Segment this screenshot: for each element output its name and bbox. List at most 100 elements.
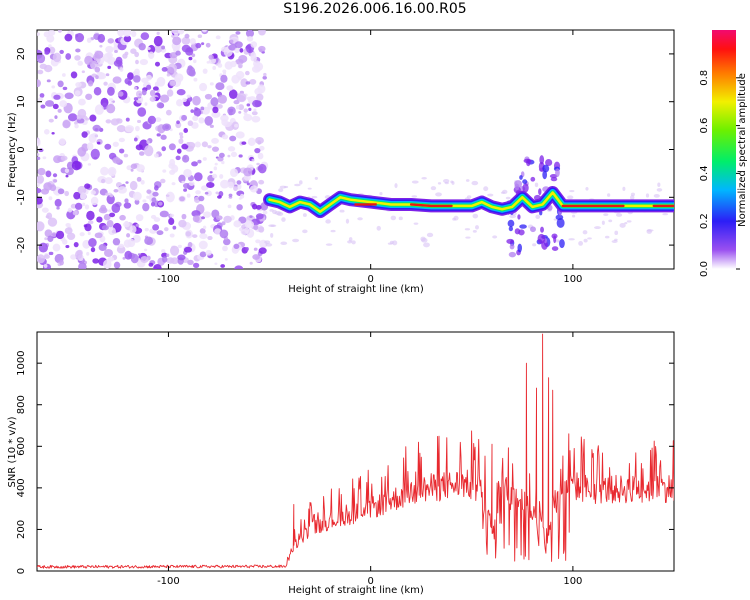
spectrogram-noise-blob bbox=[52, 103, 59, 110]
spectrogram-noise-blob bbox=[65, 222, 71, 228]
spectrogram-noise-blob bbox=[90, 190, 96, 195]
spectrogram-noise-blob bbox=[251, 111, 258, 116]
spectrogram-xtick-label: 100 bbox=[563, 274, 582, 285]
spectrogram-noise-blob bbox=[158, 153, 162, 157]
spectrogram-noise-blob bbox=[138, 43, 146, 51]
spectrogram-scatter bbox=[437, 182, 442, 185]
spectrogram-noise-blob bbox=[250, 52, 257, 59]
spectrogram-noise-blob bbox=[134, 199, 140, 205]
spectrogram-noise-blob bbox=[240, 229, 249, 235]
spectrogram-disturbance bbox=[517, 243, 523, 253]
spectrogram-noise-blob bbox=[257, 152, 264, 160]
spectrogram-noise-blob bbox=[37, 156, 41, 161]
spectrogram-disturbance bbox=[514, 228, 521, 235]
spectrogram-noise-blob bbox=[80, 192, 87, 200]
spectrogram-scatter bbox=[278, 188, 284, 193]
spectrogram-noise-blob bbox=[258, 48, 263, 53]
spectrogram-noise-blob bbox=[92, 258, 100, 264]
spectrogram-noise-blob bbox=[108, 209, 112, 213]
spectrogram-noise-blob bbox=[186, 94, 191, 98]
spectrogram-noise-blob bbox=[172, 225, 177, 230]
spectrogram-scatter bbox=[357, 217, 363, 221]
spectrogram-noise-blob bbox=[130, 163, 138, 170]
spectrogram-noise-blob bbox=[214, 228, 222, 235]
spectrogram-noise-blob bbox=[187, 259, 194, 266]
spectrogram-noise-blob bbox=[188, 181, 195, 186]
snr-xtick-label: -100 bbox=[157, 576, 180, 587]
spectrogram-scatter bbox=[646, 229, 654, 232]
spectrogram-scatter bbox=[294, 183, 301, 187]
spectrogram-noise-blob bbox=[123, 35, 132, 43]
spectrogram-scatter bbox=[299, 180, 303, 185]
spectrogram-noise-blob bbox=[135, 214, 144, 222]
spectrogram-noise-blob bbox=[235, 71, 245, 79]
spectrogram-noise-blob bbox=[146, 195, 150, 199]
spectrogram-noise-blob bbox=[139, 58, 149, 66]
spectrogram-noise-blob bbox=[175, 50, 181, 56]
spectrogram-disturbance bbox=[508, 251, 517, 258]
spectrogram-noise-blob bbox=[188, 56, 193, 61]
spectrogram-noise-blob bbox=[155, 117, 162, 123]
spectrogram-xtick-label: -100 bbox=[157, 274, 180, 285]
spectrogram-noise-blob bbox=[193, 77, 198, 82]
spectrogram-noise-blob bbox=[48, 46, 56, 54]
spectrogram-noise-blob bbox=[172, 36, 182, 46]
spectrogram-noise-blob bbox=[48, 196, 53, 201]
spectrogram-scatter bbox=[535, 214, 541, 219]
spectrogram-noise-blob bbox=[249, 261, 253, 265]
spectrogram-noise-blob bbox=[234, 265, 244, 269]
spectrogram-noise-blob bbox=[44, 237, 48, 241]
spectrogram-scatter bbox=[645, 193, 650, 198]
spectrogram-noise-blob bbox=[75, 250, 83, 259]
spectrogram-noise-blob bbox=[245, 70, 250, 76]
spectrogram-noise-blob bbox=[233, 220, 242, 228]
spectrogram-noise-blob bbox=[176, 99, 183, 107]
spectrogram-scatter bbox=[465, 236, 471, 239]
spectrogram-noise-blob bbox=[106, 219, 114, 228]
spectrogram-scatter bbox=[466, 195, 472, 199]
spectrogram-scatter bbox=[292, 238, 300, 243]
spectrogram-noise-blob bbox=[125, 117, 130, 122]
spectrogram-noise-blob bbox=[135, 144, 143, 151]
spectrogram-noise-blob bbox=[209, 124, 214, 128]
spectrogram-noise-blob bbox=[53, 179, 58, 183]
spectrogram-noise-blob bbox=[37, 167, 46, 176]
spectrogram-noise-blob bbox=[249, 185, 258, 193]
spectrogram-disturbance bbox=[509, 243, 515, 250]
spectrogram-noise-blob bbox=[40, 104, 46, 109]
spectrogram-disturbance bbox=[559, 239, 565, 249]
spectrogram-noise-blob bbox=[239, 48, 244, 53]
spectrogram-noise-blob bbox=[86, 142, 94, 151]
spectrogram-disturbance bbox=[530, 226, 536, 233]
spectrogram-noise-blob bbox=[207, 235, 213, 241]
spectrogram-disturbance bbox=[537, 233, 546, 244]
spectrogram-noise-blob bbox=[223, 215, 232, 223]
spectrogram-noise-blob bbox=[57, 108, 62, 113]
spectrogram-noise-blob bbox=[259, 145, 265, 151]
spectrogram-noise-blob bbox=[215, 35, 221, 40]
spectrogram-scatter bbox=[420, 236, 426, 242]
spectrogram-noise-blob bbox=[168, 217, 175, 226]
spectrogram-noise-blob bbox=[202, 225, 207, 230]
snr-xtick-label: 0 bbox=[367, 576, 373, 587]
spectrogram-noise-blob bbox=[107, 65, 112, 70]
spectrogram-disturbance bbox=[540, 226, 544, 233]
spectrogram-noise-blob bbox=[106, 52, 113, 59]
spectrogram-noise-blob bbox=[154, 185, 159, 191]
spectrogram-noise-blob bbox=[85, 93, 93, 100]
spectrogram-noise-blob bbox=[204, 93, 213, 100]
spectrogram-noise-blob bbox=[37, 187, 42, 194]
spectrogram-scatter bbox=[307, 187, 312, 190]
snr-frame bbox=[36, 331, 675, 572]
spectrogram-noise-blob bbox=[42, 156, 47, 160]
spectrogram-noise-blob bbox=[47, 235, 54, 242]
spectrogram-noise-blob bbox=[212, 173, 218, 179]
spectrogram-scatter bbox=[578, 240, 584, 246]
spectrogram-noise-blob bbox=[106, 194, 115, 205]
spectrogram-disturbance bbox=[551, 246, 559, 252]
spectrogram-noise-blob bbox=[219, 229, 229, 239]
spectrogram-noise-blob bbox=[72, 210, 78, 216]
spectrogram-noise-blob bbox=[166, 66, 175, 76]
snr-xlabel: Height of straight line (km) bbox=[288, 585, 424, 596]
